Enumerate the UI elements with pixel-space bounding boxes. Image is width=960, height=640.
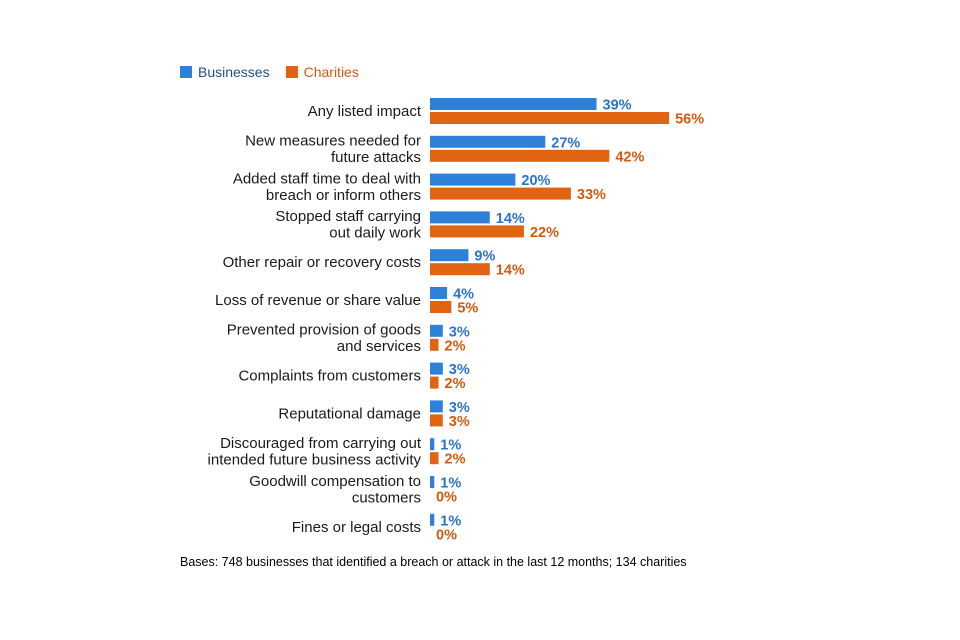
data-label-charities: 2% [445, 452, 466, 468]
bar-businesses [430, 249, 469, 262]
legend-swatch-businesses [180, 66, 192, 78]
data-label-businesses: 3% [449, 400, 470, 416]
category-label: Other repair or recovery costs [223, 254, 421, 271]
bar-businesses [430, 98, 597, 110]
category-label: New measures needed for future attacks [245, 133, 421, 167]
data-label-charities: 42% [615, 149, 644, 165]
data-label-businesses: 3% [449, 324, 470, 340]
data-label-businesses: 3% [449, 362, 470, 378]
bar-charities [430, 338, 439, 351]
data-label-charities: 2% [445, 338, 466, 354]
legend-label-businesses: Businesses [198, 64, 270, 80]
data-label-businesses: 1% [440, 438, 461, 454]
category-label: Complaints from customers [238, 368, 421, 385]
category-label: Fines or legal costs [292, 519, 421, 536]
bar-charities [430, 414, 443, 427]
category-label: Any listed impact [308, 103, 422, 120]
data-label-businesses: 14% [496, 211, 525, 227]
data-label-charities: 0% [436, 490, 457, 506]
bar-businesses [430, 438, 435, 451]
category-label: Goodwill compensation to customers [249, 473, 421, 507]
data-label-businesses: 1% [440, 476, 461, 492]
category-label: Prevented provision of goods and services [227, 322, 421, 356]
bar-businesses [430, 362, 443, 375]
bar-businesses [430, 400, 443, 413]
data-label-charities: 33% [577, 187, 606, 203]
legend-label-charities: Charities [303, 64, 359, 80]
legend-item-charities: Charities [285, 64, 359, 80]
bar-charities [430, 225, 524, 238]
bar-businesses [430, 173, 516, 186]
data-label-businesses: 4% [453, 287, 474, 303]
bar-charities [430, 187, 571, 200]
bar-charities [430, 376, 439, 389]
category-label: Stopped staff carrying out daily work [275, 208, 421, 242]
data-label-charities: 3% [449, 414, 470, 430]
bar-businesses [430, 476, 435, 488]
bar-charities [430, 452, 439, 465]
bar-businesses [430, 513, 435, 526]
legend: Businesses Charities [180, 64, 375, 80]
category-label: Reputational damage [278, 405, 421, 422]
data-label-charities: 2% [445, 376, 466, 392]
data-label-businesses: 20% [521, 173, 550, 189]
category-label: Loss of revenue or share value [215, 292, 421, 309]
data-label-businesses: 1% [440, 513, 461, 529]
legend-swatch-charities [285, 66, 298, 78]
data-label-charities: 56% [675, 112, 704, 128]
category-label: Discouraged from carrying out intended fu… [208, 435, 422, 469]
footnote-bases: Bases: 748 businesses that identified a … [180, 555, 687, 569]
legend-item-businesses: Businesses [180, 64, 270, 80]
bar-businesses [430, 135, 546, 148]
data-label-businesses: 27% [551, 135, 580, 151]
bar-charities [430, 149, 610, 162]
data-label-charities: 0% [436, 527, 457, 543]
bar-charities [430, 263, 490, 276]
bar-businesses [430, 324, 443, 337]
bar-charities [430, 301, 452, 313]
data-label-charities: 5% [457, 301, 478, 317]
data-label-charities: 14% [496, 263, 525, 279]
bar-charities [430, 112, 670, 124]
bar-businesses [430, 211, 490, 224]
data-label-businesses: 39% [603, 98, 632, 114]
data-label-charities: 22% [530, 225, 559, 241]
category-label: Added staff time to deal with breach or i… [233, 170, 421, 204]
data-label-businesses: 9% [474, 249, 495, 265]
bar-businesses [430, 287, 448, 299]
